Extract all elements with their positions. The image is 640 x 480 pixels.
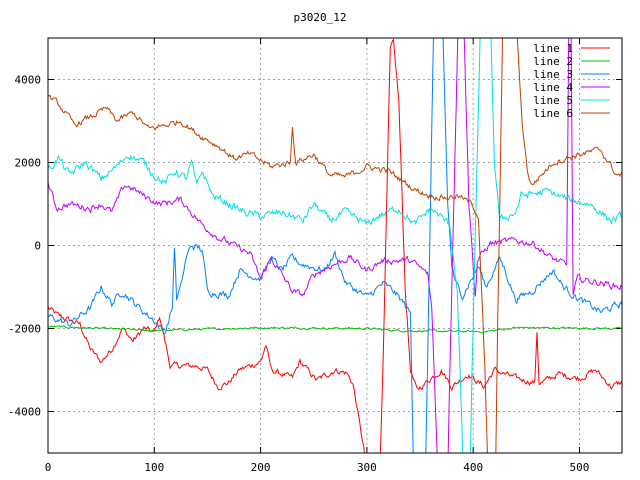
series-line-5 [48, 38, 622, 453]
x-tick-label: 300 [357, 461, 377, 474]
y-tick-label: -2000 [8, 323, 41, 336]
series-line-6 [48, 38, 622, 453]
plot-border [47, 37, 623, 454]
x-tick-label: 0 [45, 461, 52, 474]
axis-ticks: 0 100 200 300 400 500 -4000 -2000 0 2000 4000 [8, 38, 622, 474]
y-tick-label: -4000 [8, 406, 41, 419]
chart-title: p3020_12 [294, 11, 347, 24]
x-tick-label: 200 [251, 461, 271, 474]
grid [48, 38, 622, 453]
legend-label: line 5 [533, 94, 573, 107]
legend-label: line 3 [533, 68, 573, 81]
series-line-4 [48, 38, 622, 453]
legend-label: line 6 [533, 107, 573, 120]
x-tick-label: 500 [570, 461, 590, 474]
legend-label: line 2 [533, 55, 573, 68]
y-tick-label: 2000 [15, 157, 42, 170]
y-tick-label: 4000 [15, 74, 42, 87]
y-tick-label: 0 [34, 240, 41, 253]
series-line-2 [48, 325, 622, 334]
series-line-1 [48, 38, 622, 453]
x-tick-label: 400 [463, 461, 483, 474]
legend-label: line 4 [533, 81, 573, 94]
legend-label: line 1 [533, 42, 573, 55]
x-tick-label: 100 [144, 461, 164, 474]
series-line-3 [48, 38, 622, 453]
series-group [48, 38, 622, 453]
